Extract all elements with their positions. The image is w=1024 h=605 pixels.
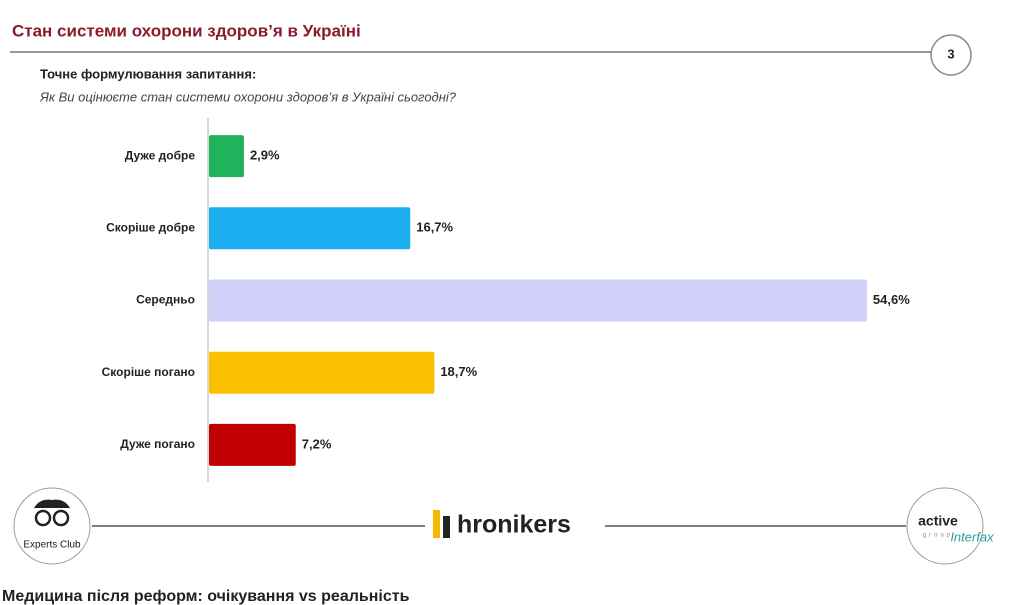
active-group-logo (906, 487, 984, 565)
category-label: Дуже погано (120, 437, 195, 451)
logo-text: group (923, 533, 953, 539)
logo-icon (34, 499, 70, 508)
page-number: 3 (947, 46, 954, 61)
logo-text: hronikers (457, 511, 571, 539)
bars: Дуже добре 2,9% Скоріше добре 16,7% Середньо… (102, 135, 910, 466)
question-label: Точне формулювання запитання: (40, 66, 256, 81)
value-label: 7,2% (302, 436, 332, 451)
bar (209, 135, 244, 178)
logo-icon (52, 509, 70, 527)
value-label: 16,7% (416, 220, 453, 235)
value-label: 18,7% (440, 364, 477, 379)
page-badge (930, 34, 972, 76)
category-label: Скоріше добре (106, 220, 195, 234)
bar (209, 207, 411, 250)
logo-text: Interfax (950, 529, 994, 544)
slide-title: Стан системи охорони здоров’я в Україні (12, 21, 361, 40)
bar (209, 351, 435, 394)
category-label: Середньо (136, 293, 195, 307)
logo-text: Experts Club (23, 540, 81, 551)
logo-icon (433, 510, 440, 538)
logo-icon (443, 516, 450, 538)
bar (209, 279, 867, 322)
bar (209, 423, 296, 466)
experts-club-logo (13, 487, 91, 565)
category-label: Дуже добре (125, 148, 196, 162)
logo-icon (34, 509, 52, 527)
value-label: 2,9% (250, 148, 280, 163)
value-label: 54,6% (873, 292, 910, 307)
category-label: Скоріше погано (102, 365, 195, 379)
logo-text: active (918, 513, 958, 529)
question: Як Ви оцінюєте стан системи охорони здор… (39, 89, 457, 104)
caption: Медицина після реформ: очікування vs реа… (2, 588, 410, 605)
